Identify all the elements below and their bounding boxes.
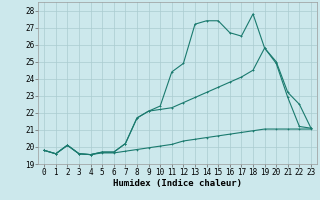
X-axis label: Humidex (Indice chaleur): Humidex (Indice chaleur) [113, 179, 242, 188]
